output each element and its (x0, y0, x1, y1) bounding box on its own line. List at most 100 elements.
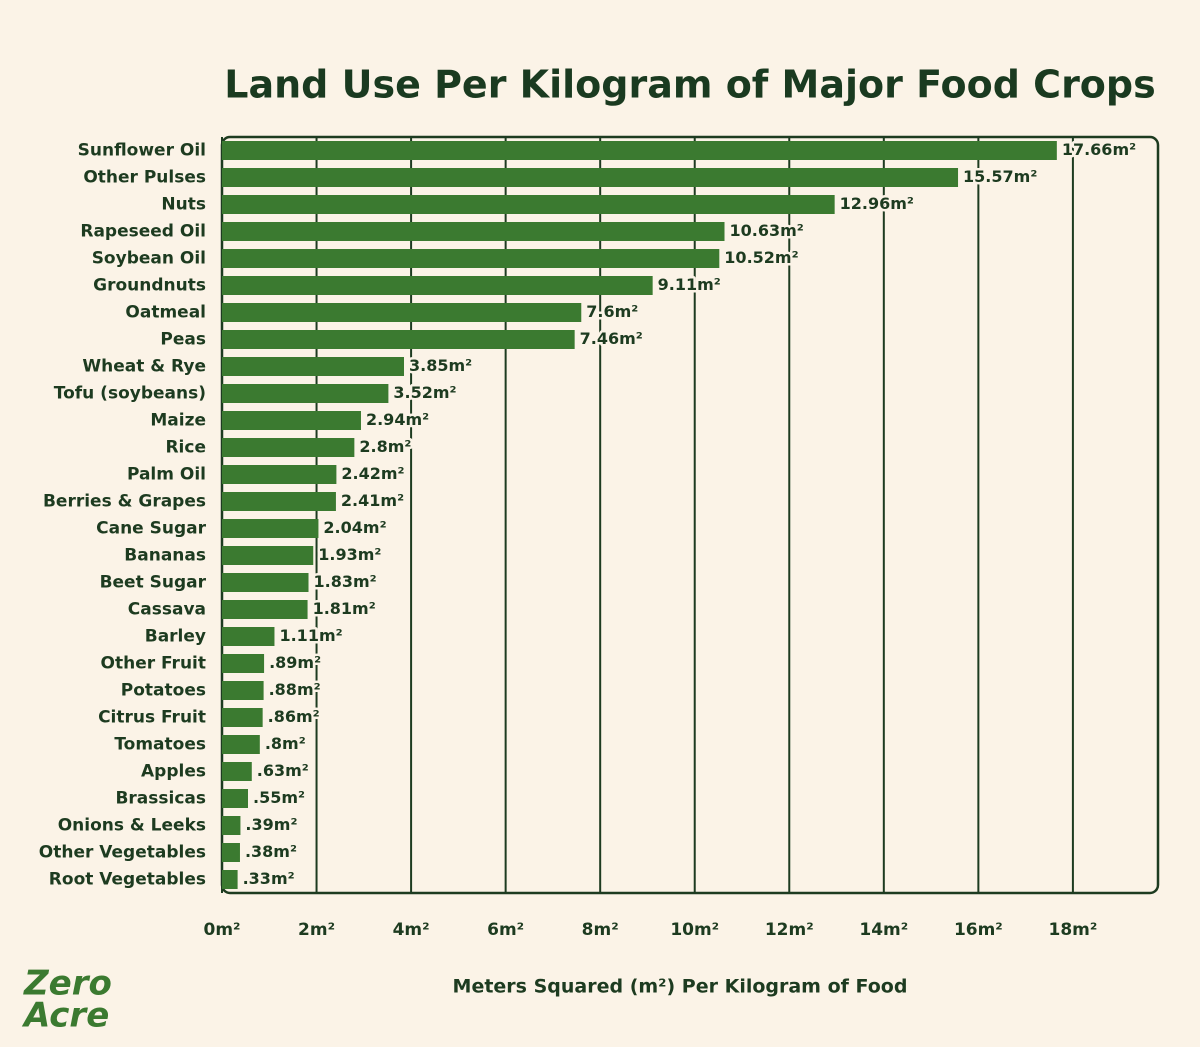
y-tick-label: Soybean Oil (92, 249, 206, 269)
y-tick-label: Other Fruit (101, 654, 206, 674)
value-label: 12.96m² (840, 194, 914, 213)
y-tick-label: Oatmeal (125, 303, 206, 323)
value-label: 9.11m² (658, 275, 721, 294)
bar (222, 600, 308, 619)
y-tick-label: Bananas (124, 546, 206, 566)
value-label: .86m² (268, 707, 320, 726)
value-label: .63m² (257, 761, 309, 780)
logo-text: Acre (21, 996, 109, 1036)
bar (222, 762, 252, 781)
value-label: 7.6m² (586, 302, 638, 321)
y-tick-label: Onions & Leeks (58, 816, 206, 836)
chart-title: Land Use Per Kilogram of Major Food Crop… (224, 63, 1155, 107)
bar (222, 789, 248, 808)
value-label: 15.57m² (963, 167, 1037, 186)
bar (222, 492, 336, 511)
y-tick-label: Citrus Fruit (98, 708, 206, 728)
y-tick-label: Peas (160, 330, 206, 350)
value-label: .8m² (265, 734, 306, 753)
bar (222, 222, 725, 241)
x-tick-label: 18m² (1048, 920, 1097, 940)
value-label: .38m² (245, 842, 297, 861)
y-tick-label: Palm Oil (127, 465, 206, 485)
x-tick-label: 14m² (859, 920, 908, 940)
y-tick-label: Rapeseed Oil (80, 222, 206, 242)
y-tick-label: Cane Sugar (96, 519, 206, 539)
value-label: 2.94m² (366, 410, 429, 429)
y-tick-label: Other Vegetables (39, 843, 206, 863)
bar (222, 141, 1057, 160)
y-tick-label: Tomatoes (114, 735, 206, 755)
y-tick-label: Maize (150, 411, 206, 431)
y-tick-label: Brassicas (115, 789, 206, 809)
value-label: 1.81m² (313, 599, 376, 618)
y-tick-label: Root Vegetables (49, 870, 206, 890)
bar (222, 843, 240, 862)
bar (222, 411, 361, 430)
x-tick-label: 12m² (765, 920, 814, 940)
value-label: 1.83m² (314, 572, 377, 591)
bar (222, 573, 309, 592)
y-tick-label: Tofu (soybeans) (54, 384, 206, 404)
y-tick-label: Sunflower Oil (78, 141, 206, 161)
bar (222, 357, 404, 376)
bar (222, 708, 263, 727)
bar (222, 330, 575, 349)
bar (222, 249, 720, 268)
y-tick-label: Berries & Grapes (43, 492, 206, 512)
x-tick-label: 4m² (393, 920, 430, 940)
y-tick-label: Barley (145, 627, 206, 647)
y-tick-label: Rice (165, 438, 206, 458)
bar (222, 195, 835, 214)
value-label: .89m² (269, 653, 321, 672)
bar (222, 168, 959, 187)
value-label: 17.66m² (1062, 140, 1136, 159)
x-tick-label: 16m² (954, 920, 1003, 940)
value-label: .88m² (269, 680, 321, 699)
value-label: 3.85m² (409, 356, 472, 375)
y-tick-label: Wheat & Rye (82, 357, 206, 377)
value-label: 2.41m² (341, 491, 404, 510)
x-axis-label: Meters Squared (m²) Per Kilogram of Food (453, 976, 908, 998)
value-label: 7.46m² (580, 329, 643, 348)
value-label: 2.8m² (359, 437, 411, 456)
y-tick-label: Other Pulses (83, 168, 206, 188)
y-tick-label: Potatoes (121, 681, 206, 701)
value-label: .39m² (245, 815, 297, 834)
bar (222, 654, 265, 673)
logo-text: Zero (23, 964, 112, 1004)
bar (222, 438, 355, 457)
value-label: 2.04m² (323, 518, 386, 537)
value-label: 1.11m² (279, 626, 342, 645)
value-label: 2.42m² (341, 464, 404, 483)
y-tick-label: Groundnuts (93, 276, 206, 296)
bar (222, 816, 241, 835)
x-tick-label: 2m² (298, 920, 335, 940)
x-tick-label: 6m² (487, 920, 524, 940)
y-tick-label: Nuts (161, 195, 206, 215)
bar (222, 276, 653, 295)
y-tick-label: Cassava (128, 600, 206, 620)
bar (222, 870, 238, 889)
value-label: 3.52m² (393, 383, 456, 402)
y-tick-label: Beet Sugar (100, 573, 207, 593)
bar (222, 519, 319, 538)
x-tick-label: 8m² (582, 920, 619, 940)
bar (222, 303, 582, 322)
x-tick-label: 10m² (670, 920, 719, 940)
value-label: .55m² (253, 788, 305, 807)
bar (222, 465, 337, 484)
bar (222, 627, 275, 646)
value-label: 1.93m² (318, 545, 381, 564)
y-tick-label: Apples (141, 762, 206, 782)
bar (222, 384, 389, 403)
bar (222, 735, 260, 754)
bar (222, 681, 264, 700)
value-label: 10.63m² (730, 221, 804, 240)
value-label: 10.52m² (724, 248, 798, 267)
plot-frame (220, 135, 1160, 895)
value-label: .33m² (243, 869, 295, 888)
bar (222, 546, 314, 565)
x-tick-label: 0m² (204, 920, 241, 940)
